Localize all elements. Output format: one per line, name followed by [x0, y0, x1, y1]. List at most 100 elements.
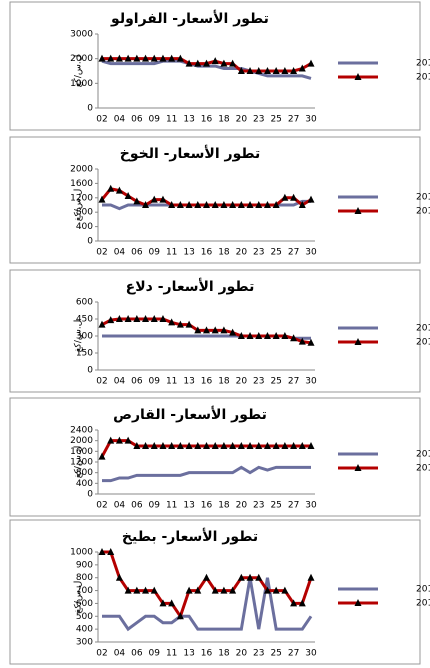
y-axis-label: ل.س/كغ — [74, 320, 84, 353]
x-tick-label: 20 — [236, 248, 248, 258]
y-tick-label: 400 — [76, 625, 93, 635]
x-tick-label: 16 — [201, 649, 213, 659]
data-point — [229, 201, 237, 208]
data-point — [263, 442, 271, 449]
y-axis-label: ل.س/كغ — [74, 189, 84, 222]
x-tick-label: 13 — [183, 115, 194, 125]
legend-marker — [354, 73, 362, 80]
data-point — [194, 326, 202, 334]
data-point — [246, 573, 254, 581]
x-tick-label: 27 — [288, 377, 299, 387]
series-line — [102, 577, 313, 632]
data-point — [115, 186, 123, 194]
x-tick-label: 27 — [288, 649, 299, 659]
data-point — [203, 59, 210, 67]
data-point — [237, 573, 245, 581]
x-tick-label: 27 — [288, 501, 299, 511]
data-point — [133, 197, 141, 205]
data-point — [237, 442, 245, 449]
data-point — [98, 320, 106, 328]
data-point — [168, 442, 176, 449]
chart-title: تطور الأسعار- القارص — [113, 406, 267, 423]
x-tick-label: 20 — [236, 115, 248, 125]
data-point — [246, 332, 254, 339]
y-tick-label: 2000 — [70, 165, 93, 175]
data-point — [298, 64, 306, 72]
x-tick-label: 09 — [149, 115, 161, 125]
y-tick-label: 400 — [76, 222, 93, 232]
data-point — [220, 326, 228, 334]
x-tick-label: 04 — [114, 649, 126, 659]
data-point — [290, 193, 298, 201]
data-point — [246, 201, 254, 208]
data-point — [176, 612, 184, 620]
legend-label: السعر 2015 — [416, 207, 430, 217]
x-tick-label: 06 — [131, 377, 143, 387]
data-point — [307, 442, 315, 449]
data-point — [194, 442, 202, 449]
data-point — [194, 586, 202, 594]
data-point — [98, 452, 106, 460]
panel-border — [9, 136, 421, 264]
data-point — [229, 586, 237, 594]
data-point — [150, 54, 158, 62]
legend-label: السعر 2015 — [416, 338, 430, 348]
y-tick-label: 2000 — [70, 54, 93, 64]
x-tick-label: 23 — [253, 248, 264, 258]
data-point — [115, 54, 123, 62]
legend-marker — [354, 207, 362, 214]
data-point — [246, 442, 254, 449]
x-tick-label: 06 — [131, 248, 143, 258]
y-tick-label: 300 — [76, 638, 93, 648]
x-tick-label: 13 — [183, 248, 194, 258]
legend-label: السعر 2015 — [416, 599, 430, 609]
data-point — [272, 67, 280, 74]
data-point — [168, 318, 176, 326]
y-axis-label: ل.س/كغ — [74, 446, 84, 479]
data-point — [281, 67, 289, 74]
data-point — [133, 442, 141, 449]
data-point — [263, 332, 271, 339]
x-tick-label: 30 — [305, 649, 317, 659]
legend-marker — [354, 599, 362, 606]
data-point — [281, 442, 289, 449]
data-point — [246, 67, 254, 74]
data-point — [290, 599, 298, 607]
y-tick-label: 1200 — [70, 193, 93, 203]
data-point — [229, 59, 237, 67]
y-tick-label: 1000 — [70, 79, 93, 89]
y-tick-label: 700 — [76, 586, 93, 596]
data-point — [150, 442, 158, 449]
x-tick-label: 04 — [114, 377, 126, 387]
data-point — [290, 442, 298, 449]
y-tick-label: 800 — [76, 573, 93, 583]
data-point — [281, 332, 289, 339]
series-line — [102, 465, 311, 483]
chart-title: تطور الأسعار- دلاع — [126, 278, 255, 295]
data-point — [98, 548, 106, 555]
data-point — [107, 184, 115, 192]
y-tick-label: 2400 — [70, 426, 93, 436]
y-tick-label: 3000 — [70, 30, 93, 40]
x-tick-label: 06 — [131, 501, 143, 511]
x-tick-label: 16 — [201, 501, 213, 511]
x-tick-label: 13 — [183, 377, 194, 387]
data-point — [255, 332, 263, 339]
x-tick-label: 16 — [201, 377, 213, 387]
chart-title: تطور الأسعار- الخوخ — [120, 145, 261, 162]
legend-label: السعر 2015 — [416, 464, 430, 474]
y-tick-label: 2000 — [70, 436, 93, 446]
x-tick-label: 11 — [166, 377, 177, 387]
data-point — [298, 201, 306, 208]
data-point — [203, 326, 210, 334]
data-point — [115, 573, 123, 581]
data-point — [185, 586, 193, 594]
data-point — [159, 442, 167, 449]
data-point — [298, 337, 306, 345]
data-point — [229, 328, 237, 336]
data-point — [307, 195, 315, 203]
data-point — [107, 54, 115, 62]
data-point — [159, 195, 167, 203]
x-tick-label: 18 — [218, 649, 230, 659]
